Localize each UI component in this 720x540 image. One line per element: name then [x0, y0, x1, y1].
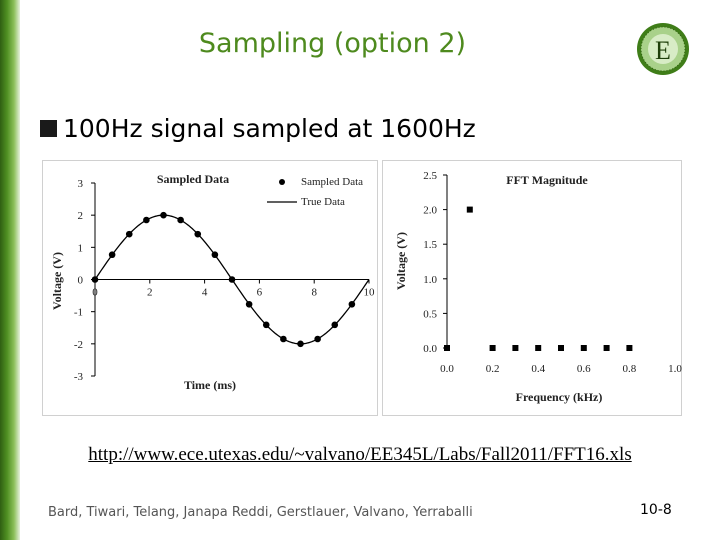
chart1-y-tick-label: 3 — [78, 178, 84, 190]
chart1-sample-point — [280, 335, 287, 343]
chart1-sample-point — [348, 300, 356, 308]
chart1-sample-point — [108, 251, 116, 259]
bullet-point: 100Hz signal sampled at 1600Hz — [40, 110, 476, 146]
chart1-y-tick-label: -3 — [74, 371, 84, 383]
chart2-fft-point — [626, 345, 633, 351]
chart1-x-tick-label: 6 — [257, 287, 263, 299]
chart2-y-tick-label: 0.5 — [423, 308, 437, 320]
chart1-xlabel: Time (ms) — [184, 378, 236, 392]
chart2-x-tick-label: 0.4 — [531, 363, 545, 375]
chart2-y-tick-label: 2.5 — [423, 170, 437, 182]
chart2-fft-point — [489, 345, 496, 351]
chart2-x-tick-label: 1.0 — [668, 363, 682, 375]
chart1-sample-point — [314, 335, 321, 343]
chart1-sample-point — [297, 340, 304, 348]
chart1-sample-point — [160, 211, 167, 219]
chart1-sample-point — [262, 321, 270, 329]
chart1-sample-point — [91, 276, 99, 283]
chart1-y-tick-label: 2 — [78, 210, 84, 222]
chart1-x-tick-label: 2 — [147, 287, 153, 299]
chart1-sample-point — [245, 300, 253, 308]
chart2-x-tick-label: 0.0 — [440, 363, 454, 375]
chart2-y-tick-label: 2.0 — [423, 205, 437, 217]
page-number: 10-8 — [640, 502, 672, 518]
chart2-y-tick-label: 0.0 — [423, 343, 437, 355]
chart1-x-tick-label: 10 — [364, 287, 376, 299]
chart2-fft-point — [466, 206, 473, 213]
legend-label-sampled: Sampled Data — [301, 176, 363, 188]
chart2-y-tick-label: 1.5 — [423, 239, 437, 251]
chart1-x-tick-label: 0 — [92, 287, 98, 299]
chart1-y-tick-label: -1 — [74, 307, 83, 319]
chart2-fft-point — [512, 345, 519, 351]
fft-magnitude-panel: FFT Magnitude Voltage (V) Frequency (kHz… — [382, 160, 682, 416]
legend-marker-sampled — [279, 179, 285, 185]
chart2-title: FFT Magnitude — [506, 173, 588, 187]
chart1-y-tick-label: 0 — [78, 275, 84, 287]
chart1-sample-point — [125, 230, 133, 238]
chart1-sample-point — [177, 216, 184, 224]
chart1-title: Sampled Data — [157, 172, 229, 186]
chart2-fft-point — [535, 345, 542, 351]
chart1-y-tick-label: -2 — [74, 339, 83, 351]
chart2-x-tick-label: 0.2 — [486, 363, 500, 375]
bullet-square-icon — [40, 119, 57, 137]
chart1-sample-point — [331, 321, 339, 329]
logo-letter: E — [655, 36, 671, 65]
source-link[interactable]: http://www.ece.utexas.edu/~valvano/EE345… — [88, 444, 632, 465]
chart1-legend: Sampled Data True Data — [267, 176, 363, 208]
bullet-text: 100Hz signal sampled at 1600Hz — [63, 113, 476, 143]
chart2-y-tick-label: 1.0 — [423, 274, 437, 286]
chart1-y-tick-label: 1 — [78, 242, 84, 254]
chart1-x-tick-label: 8 — [311, 287, 317, 299]
authors-footer: Bard, Tiwari, Telang, Janapa Reddi, Gers… — [48, 505, 473, 520]
chart1-sample-point — [194, 230, 202, 238]
chart2-fft-point — [603, 345, 610, 351]
logo-seal-icon: E — [637, 23, 689, 75]
sampled-data-panel: Sampled Data Voltage (V) Time (ms) -3 -2 -… — [42, 160, 378, 416]
chart2-x-tick-label: 0.6 — [577, 363, 591, 375]
chart2-xlabel: Frequency (kHz) — [516, 390, 603, 404]
chart2-x-tick-label: 0.8 — [623, 363, 637, 375]
chart1-sample-point — [143, 216, 150, 224]
chart1-sample-point — [211, 251, 219, 259]
legend-label-true: True Data — [301, 196, 345, 208]
left-accent-bar — [0, 0, 20, 540]
chart1-ylabel: Voltage (V) — [50, 252, 64, 310]
slide-title: Sampling (option 2) — [198, 28, 467, 59]
chart2-fft-point — [558, 345, 564, 351]
chart1-sample-point — [228, 276, 236, 283]
fft-magnitude-chart: FFT Magnitude Voltage (V) Frequency (kHz… — [394, 170, 682, 404]
chart2-fft-point — [444, 345, 450, 351]
chart2-ylabel: Voltage (V) — [394, 232, 408, 290]
chart2-fft-point — [580, 345, 587, 351]
chart1-x-tick-label: 4 — [202, 287, 208, 299]
sampled-data-chart: Sampled Data Voltage (V) Time (ms) -3 -2 -… — [50, 172, 376, 392]
